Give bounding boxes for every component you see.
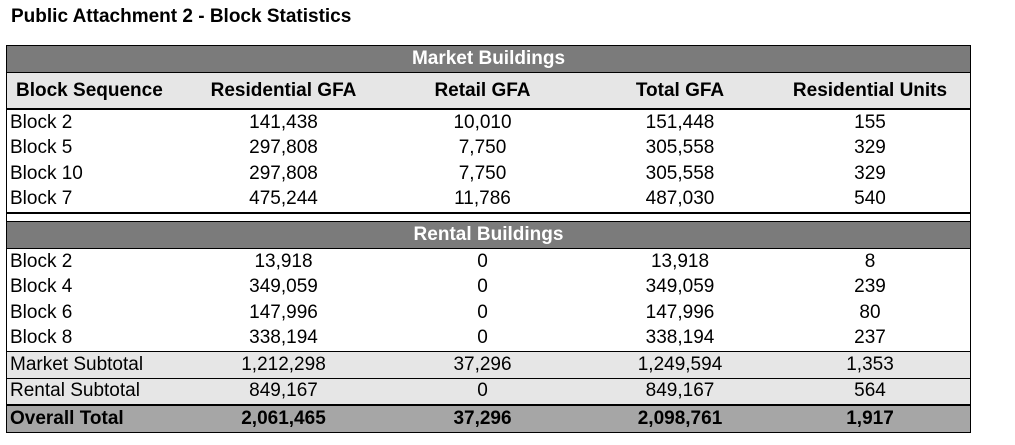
table-cell: 1,249,594 [637, 353, 723, 375]
table-cell: 37,296 [453, 407, 512, 429]
table-cell: Block 10 [10, 162, 83, 184]
table-cell: 7,750 [458, 137, 507, 159]
table-cell: 8 [864, 250, 876, 272]
table-cell: 2,098,761 [637, 407, 723, 429]
table-cell: 329 [854, 162, 886, 184]
market-subtotal-row: Market Subtotal 1,212,298 37,296 1,249,5… [7, 351, 970, 378]
table-cell: 349,059 [249, 276, 318, 298]
column-header-row: Block Sequence Residential GFA Retail GF… [7, 73, 970, 110]
table-cell: 2,061,465 [241, 407, 326, 429]
column-header: Residential Units [792, 79, 948, 101]
table-cell: Overall Total [10, 407, 124, 429]
table-cell: 297,808 [249, 137, 318, 159]
table-cell: Block 7 [10, 188, 73, 210]
table-cell: Block 4 [10, 276, 73, 298]
table-cell: 0 [477, 301, 488, 323]
table-cell: 305,558 [645, 162, 715, 184]
table-row: Block 8 338,194 0 338,194 237 [7, 326, 970, 352]
table-cell: Block 2 [10, 111, 73, 133]
table-cell: 13,918 [650, 250, 710, 272]
table-row: Block 5 297,808 7,750 305,558 329 [7, 136, 970, 162]
table-cell: 147,996 [645, 301, 715, 323]
table-row: Block 6 147,996 0 147,996 80 [7, 300, 970, 326]
rental-subtotal-row: Rental Subtotal 849,167 0 849,167 564 [7, 377, 970, 404]
table-cell: 487,030 [645, 188, 715, 210]
table-cell: 564 [854, 380, 886, 402]
table-cell: 1,353 [846, 353, 894, 375]
table-cell: 349,059 [645, 276, 715, 298]
table-row: Block 2 141,438 10,010 151,448 155 [7, 110, 970, 136]
table-row: Block 4 349,059 0 349,059 239 [7, 275, 970, 301]
column-header: Retail GFA [434, 79, 531, 101]
table-cell: 151,448 [645, 111, 715, 133]
table-cell: Market Subtotal [10, 353, 144, 375]
table-cell: 237 [854, 327, 886, 349]
table-cell: 11,786 [454, 188, 511, 210]
table-cell: 475,244 [249, 188, 318, 210]
table-cell: 147,996 [249, 301, 318, 323]
table-row: Block 7 475,244 11,786 487,030 540 [7, 187, 970, 213]
table-row: Block 10 297,808 7,750 305,558 329 [7, 161, 970, 187]
overall-total-row: Overall Total 2,061,465 37,296 2,098,761… [7, 404, 970, 432]
table-cell: Block 2 [10, 250, 73, 272]
table-cell: 1,917 [846, 407, 894, 429]
table-cell: Block 8 [10, 327, 73, 349]
table-cell: 155 [854, 111, 886, 133]
page-title: Public Attachment 2 - Block Statistics [11, 6, 352, 27]
column-header: Block Sequence [16, 79, 163, 101]
table-cell: 141,438 [249, 111, 318, 133]
table-cell: 1,212,298 [241, 353, 326, 375]
table-cell: 329 [854, 137, 886, 159]
table-cell: Rental Subtotal [10, 380, 140, 402]
table-cell: 239 [854, 276, 886, 298]
rental-buildings-header: Rental Buildings [7, 222, 970, 249]
table-cell: 297,808 [249, 162, 318, 184]
table-cell: 849,167 [645, 380, 715, 402]
table-cell: 10,010 [453, 111, 512, 133]
table-cell: 37,296 [453, 353, 512, 375]
table-cell: 0 [477, 380, 488, 402]
block-statistics-table: Market Buildings Block Sequence Resident… [6, 45, 971, 433]
table-cell: 0 [477, 276, 488, 298]
column-header: Residential GFA [210, 79, 357, 101]
table-cell: 305,558 [645, 137, 715, 159]
table-cell: 7,750 [458, 162, 507, 184]
table-cell: 540 [854, 188, 886, 210]
market-buildings-header: Market Buildings [7, 46, 970, 73]
column-header: Total GFA [635, 79, 725, 101]
section-divider [7, 212, 970, 222]
table-cell: Block 5 [10, 137, 73, 159]
table-cell: 0 [477, 327, 488, 349]
table-cell: 13,918 [254, 250, 313, 272]
table-cell: 849,167 [249, 380, 318, 402]
table-cell: 80 [859, 301, 881, 323]
table-cell: 0 [477, 250, 488, 272]
table-cell: Block 6 [10, 301, 73, 323]
table-cell: 338,194 [249, 327, 318, 349]
table-cell: 338,194 [645, 327, 715, 349]
table-row: Block 2 13,918 0 13,918 8 [7, 249, 970, 275]
